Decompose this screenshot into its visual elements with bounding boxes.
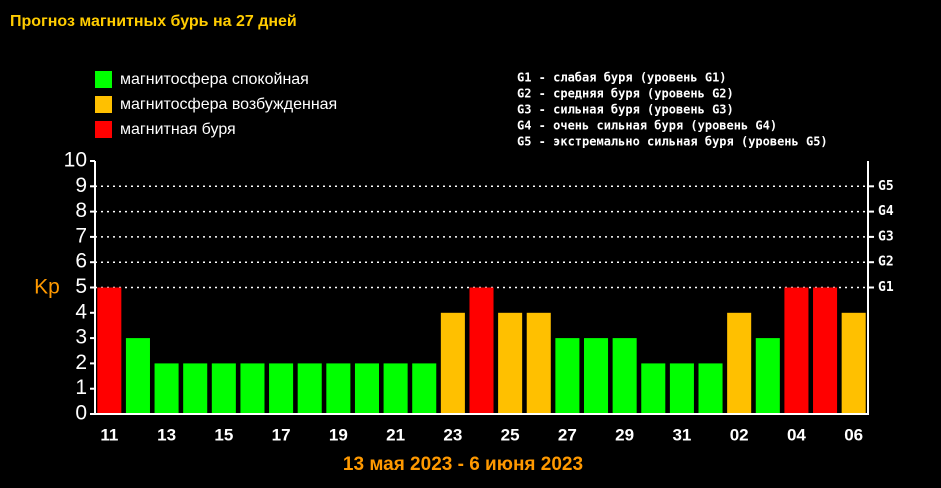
bar <box>755 338 780 414</box>
bar <box>440 312 465 414</box>
bar <box>211 363 236 414</box>
bar <box>354 363 380 414</box>
storm-level-note: G3 - сильная буря (уровень G3) <box>517 103 734 117</box>
y-tick-label: 0 <box>75 402 87 425</box>
x-tick-label: 27 <box>558 425 577 444</box>
y2-tick-label: G1 <box>878 280 894 295</box>
x-tick-label: 21 <box>386 425 405 444</box>
x-tick-label: 02 <box>730 425 749 444</box>
bar <box>583 338 609 414</box>
bar <box>269 363 294 414</box>
x-tick-label: 19 <box>329 425 348 444</box>
y-tick-label: 5 <box>75 275 87 298</box>
bar <box>297 363 322 414</box>
storm-level-note: G2 - средняя буря (уровень G2) <box>517 87 734 101</box>
x-tick-label: 11 <box>100 425 118 444</box>
legend-label: магнитосфера спокойная <box>120 71 309 88</box>
y-axis-label: Kp <box>34 276 60 299</box>
bar <box>412 363 437 414</box>
y-tick-label: 4 <box>75 300 87 323</box>
bar <box>240 363 265 414</box>
storm-level-note: G4 - очень сильная буря (уровень G4) <box>517 119 777 133</box>
x-tick-label: 31 <box>672 425 691 444</box>
y2-tick-label: G3 <box>878 229 894 244</box>
bar <box>698 363 723 414</box>
y2-tick-label: G4 <box>878 204 894 219</box>
bar <box>469 287 494 414</box>
y-tick-label: 8 <box>75 199 87 222</box>
y-tick-label: 6 <box>75 250 87 273</box>
x-axis-label: 13 мая 2023 - 6 июня 2023 <box>343 454 583 475</box>
y-tick-label: 10 <box>64 149 87 172</box>
bar <box>498 312 523 414</box>
x-tick-label: 04 <box>787 425 806 444</box>
y-tick-label: 3 <box>75 326 87 349</box>
legend-swatch <box>95 71 112 88</box>
axis-frame <box>94 161 869 415</box>
bar <box>154 363 179 414</box>
y-tick-label: 9 <box>75 174 87 197</box>
bar <box>784 287 809 414</box>
storm-level-note: G1 - слабая буря (уровень G1) <box>517 71 727 85</box>
bar <box>669 363 694 414</box>
bar <box>125 338 150 414</box>
bar <box>183 363 208 414</box>
bar <box>612 338 637 414</box>
bar <box>641 363 666 414</box>
bar <box>813 287 838 414</box>
bar <box>97 287 122 414</box>
bar <box>326 363 351 414</box>
y-tick-label: 2 <box>75 351 87 374</box>
legend-swatch <box>95 121 112 138</box>
x-tick-label: 25 <box>501 425 520 444</box>
legend-label: магнитная буря <box>120 121 236 138</box>
y-tick-label: 7 <box>75 224 87 247</box>
bar <box>841 312 866 414</box>
storm-level-note: G5 - экстремально сильная буря (уровень … <box>517 135 828 149</box>
x-tick-label: 29 <box>615 425 634 444</box>
bar <box>727 312 752 414</box>
chart-title: Прогноз магнитных бурь на 27 дней <box>10 13 297 30</box>
y2-tick-label: G2 <box>878 255 894 270</box>
x-tick-label: 13 <box>157 425 176 444</box>
x-tick-label: 06 <box>844 425 863 444</box>
bar <box>526 312 551 414</box>
bar <box>383 363 408 414</box>
y-tick-label: 1 <box>75 376 87 399</box>
y2-tick-label: G5 <box>878 179 894 194</box>
legend-swatch <box>95 96 112 113</box>
bar <box>555 338 580 414</box>
x-tick-label: 17 <box>272 425 291 444</box>
x-tick-label: 23 <box>443 425 462 444</box>
legend-label: магнитосфера возбужденная <box>120 96 337 113</box>
x-tick-label: 15 <box>214 425 233 444</box>
